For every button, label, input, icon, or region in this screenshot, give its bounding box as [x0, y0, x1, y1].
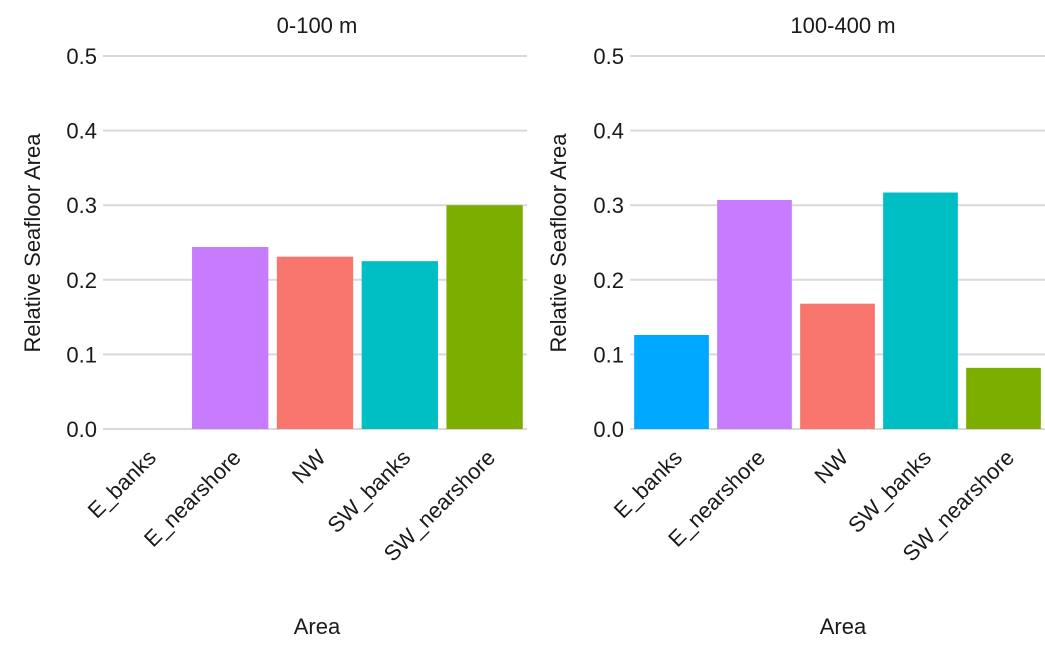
y-tick-label: 0.3 [593, 193, 624, 218]
panel-2-title: 100-400 m [790, 13, 895, 38]
panel-2-x-axis-title: Area [820, 614, 867, 639]
bar-nw [276, 256, 354, 429]
panel-2-y-tick-labels: 0.0 0.1 0.2 0.3 0.4 0.5 [593, 44, 624, 442]
bar-e-nearshore [717, 199, 792, 429]
panel-1-y-tick-labels: 0.0 0.1 0.2 0.3 0.4 0.5 [66, 44, 97, 442]
bar-sw-banks [883, 192, 958, 429]
panel-2-bars [634, 192, 1041, 429]
y-tick-label: 0.2 [593, 268, 624, 293]
y-tick-label: 0.4 [66, 119, 97, 144]
bar-sw-banks [361, 261, 438, 429]
bar-sw-nearshore [446, 205, 523, 429]
bar-sw-nearshore [966, 367, 1041, 429]
panel-1-bars [192, 205, 523, 429]
y-tick-label: 0.5 [593, 44, 624, 69]
panel-2-y-axis-title: Relative Seafloor Area [546, 133, 571, 353]
y-tick-label: 0.1 [593, 342, 624, 367]
y-tick-label: 0.4 [593, 119, 624, 144]
bar-nw [800, 303, 875, 429]
panel-1-y-axis-title: Relative Seafloor Area [20, 133, 45, 353]
panel-1-x-axis-title: Area [294, 614, 341, 639]
y-tick-label: 0.2 [66, 268, 97, 293]
bar-e-banks [634, 335, 709, 429]
y-tick-label: 0.3 [66, 193, 97, 218]
y-tick-label: 0.5 [66, 44, 97, 69]
y-tick-label: 0.0 [66, 417, 97, 442]
panel-1-title: 0-100 m [277, 13, 358, 38]
bar-e-nearshore [192, 246, 269, 429]
y-tick-label: 0.0 [593, 417, 624, 442]
y-tick-label: 0.1 [66, 342, 97, 367]
